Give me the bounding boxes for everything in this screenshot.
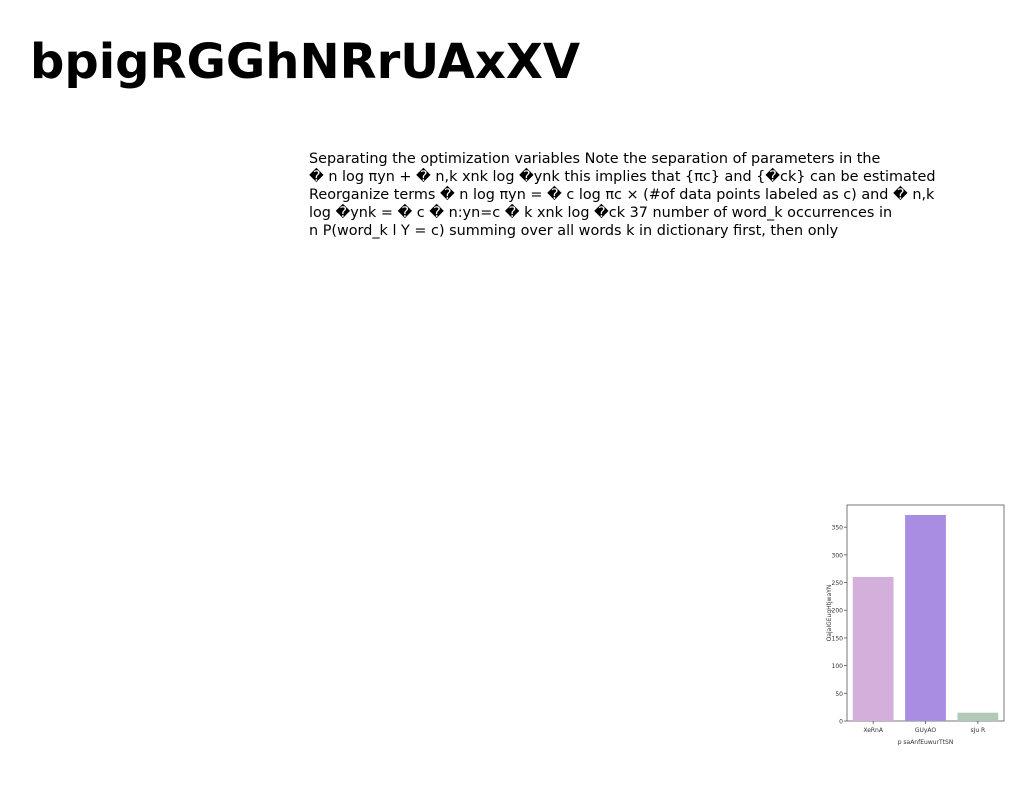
body-line: log �ynk = � c � n:yn=c � k xnk log �ck … [309, 205, 893, 221]
body-line: Reorganize terms � n log πyn = � c log π… [309, 187, 935, 203]
y-tick-label: 300 [832, 552, 844, 559]
y-tick-label: 150 [832, 635, 844, 642]
body-paragraph: Separating the optimization variables No… [309, 150, 936, 240]
x-axis-label: p saAnfEuwurTtSN [898, 739, 954, 746]
y-tick-label: 350 [832, 525, 844, 532]
bar [905, 514, 946, 721]
y-tick-label: 0 [839, 719, 843, 726]
y-tick-label: 100 [832, 663, 844, 670]
x-tick-label: GUyAO [915, 727, 937, 734]
slide-title: bpigRGGhNRrUAxXV [30, 34, 581, 90]
body-line: n P(word_k l Y = c) summing over all wor… [309, 223, 839, 239]
y-axis-label: OajaIGEuqHtjwaYN [826, 585, 833, 642]
bar-chart: 0 50 100 150 200 250 300 350 XeRnA GUyAO sJu R p sa… [822, 500, 1012, 750]
y-tick-label: 250 [832, 580, 844, 587]
x-tick-label: XeRnA [863, 727, 884, 734]
body-line: Separating the optimization variables No… [309, 151, 881, 167]
bar [957, 712, 999, 721]
bar-chart-svg: 0 50 100 150 200 250 300 350 XeRnA GUyAO sJu R p sa… [826, 504, 1005, 746]
body-line: � n log πyn + � n,k xnk log �ynk this im… [309, 169, 936, 185]
y-tick-label: 200 [832, 608, 844, 615]
y-tick-label: 50 [835, 691, 843, 698]
bar [852, 577, 894, 721]
x-tick-label: sJu R [970, 727, 985, 734]
